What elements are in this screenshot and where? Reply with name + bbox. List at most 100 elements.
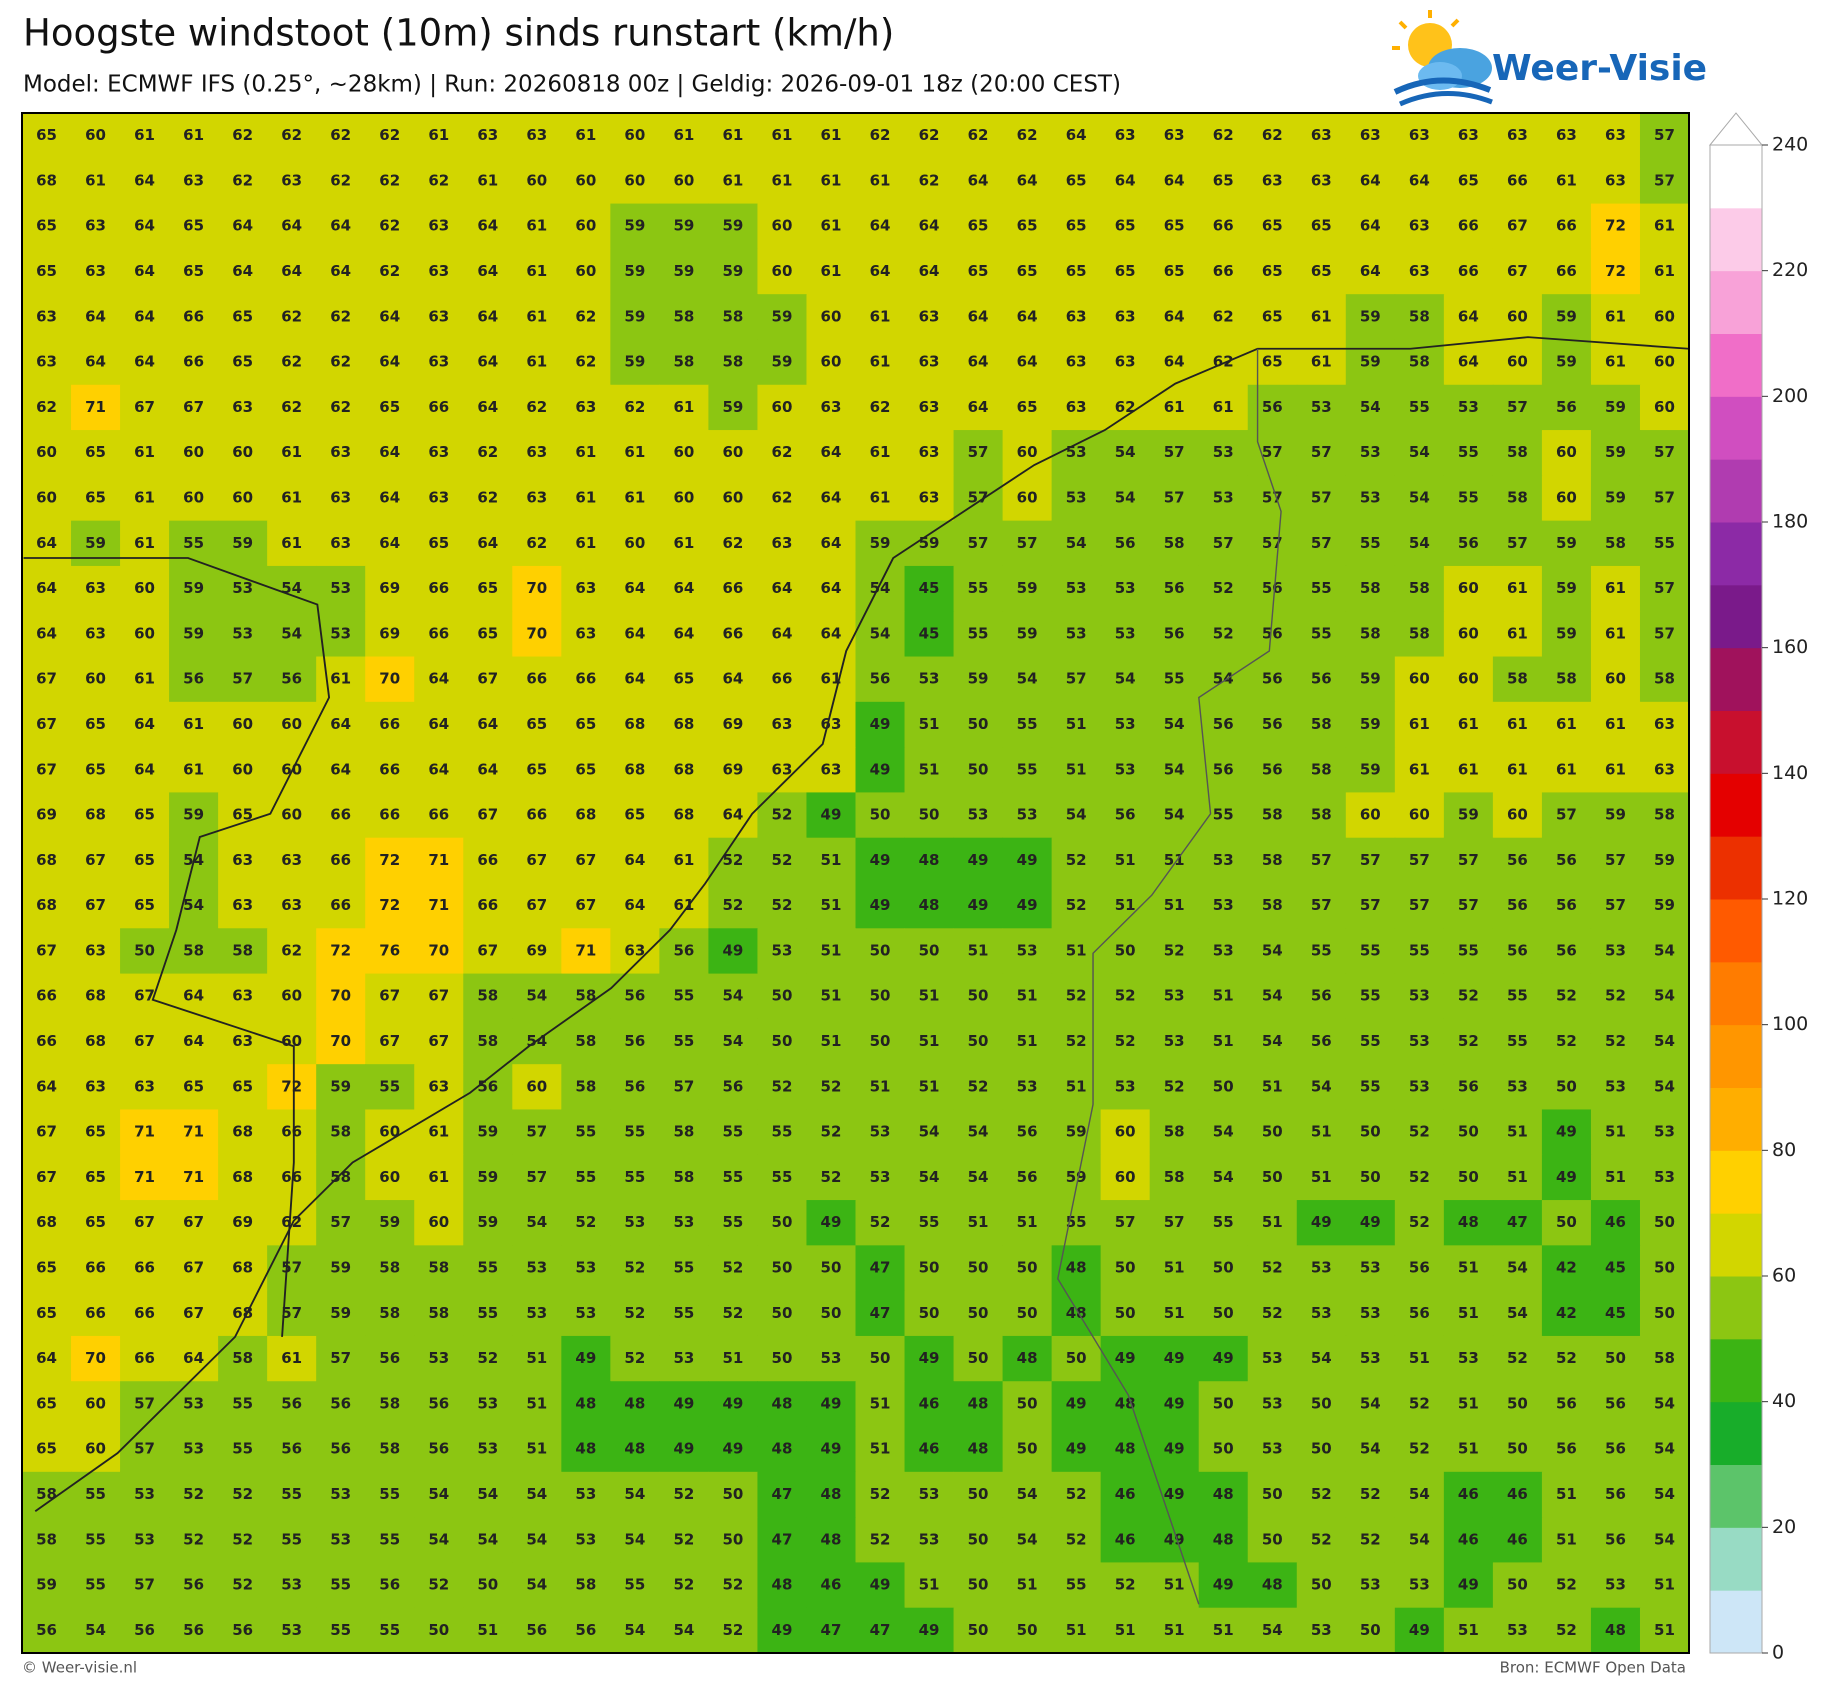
wind-value: 58 [428,1259,449,1277]
wind-value: 50 [1458,1168,1479,1186]
wind-cell [610,656,660,703]
wind-cell [561,158,611,205]
wind-value: 51 [1164,1304,1185,1322]
wind-value: 54 [1360,1440,1381,1458]
wind-cell [120,339,170,386]
wind-value: 72 [281,1077,302,1095]
wind-cell [1639,1471,1690,1518]
wind-value: 50 [968,715,989,733]
wind-value: 42 [1556,1304,1577,1322]
wind-cell [1492,883,1543,929]
wind-cell [953,701,1004,748]
wind-value: 48 [1066,1259,1087,1277]
wind-value: 59 [1066,1123,1087,1141]
wind-cell [561,973,611,1020]
wind-cell [1394,203,1445,250]
wind-value: 50 [1507,1576,1528,1594]
wind-cell [1247,430,1298,476]
wind-cell [512,158,562,205]
wind-cell [1100,973,1151,1020]
wind-cell [1198,928,1249,975]
wind-value: 57 [1507,398,1528,416]
wind-cell [659,973,709,1020]
wind-value: 55 [85,1576,106,1594]
wind-cell [757,294,807,340]
wind-cell [316,1381,366,1428]
wind-value: 70 [526,579,547,597]
wind-value: 51 [1409,1349,1430,1367]
wind-value: 60 [673,489,694,507]
wind-value: 59 [1556,624,1577,642]
wind-value: 53 [1409,1576,1430,1594]
wind-value: 54 [1115,443,1136,461]
colorbar-tick-label: 240 [1772,134,1808,156]
wind-value: 60 [575,217,596,235]
wind-value: 55 [1311,579,1332,597]
wind-cell [659,1154,709,1201]
wind-cell [708,1018,758,1065]
wind-value: 61 [1556,760,1577,778]
wind-value: 52 [232,1576,253,1594]
wind-cell [1639,883,1690,929]
wind-value: 50 [1311,1394,1332,1412]
wind-cell [218,565,268,612]
wind-value: 60 [134,624,155,642]
wind-cell [904,1562,955,1609]
wind-cell [1296,1064,1347,1110]
wind-cell [71,248,121,295]
wind-value: 56 [575,1621,596,1639]
wind-value: 69 [722,715,743,733]
wind-value: 55 [968,579,989,597]
wind-cell [806,565,856,612]
wind-cell [365,1064,415,1110]
wind-cell [512,701,562,748]
wind-cell [806,1426,856,1473]
wind-value: 57 [1605,851,1626,869]
wind-cell [855,158,906,205]
wind-value: 56 [1458,534,1479,552]
wind-value: 63 [526,126,547,144]
wind-value: 45 [1605,1304,1626,1322]
wind-value: 52 [1556,987,1577,1005]
wind-cell [463,203,513,250]
wind-cell [1100,1562,1151,1609]
wind-value: 63 [1066,353,1087,371]
wind-value: 50 [772,987,793,1005]
wind-cell [1100,1607,1151,1654]
wind-cell [414,339,464,386]
wind-value: 54 [1164,715,1185,733]
wind-cell [1394,1607,1445,1654]
wind-value: 63 [1605,171,1626,189]
wind-value: 60 [1507,307,1528,325]
wind-value: 64 [183,1032,204,1050]
wind-cell [22,701,72,748]
wind-cell [708,1109,758,1156]
wind-value: 60 [1654,398,1675,416]
wind-cell [855,1517,906,1563]
wind-value: 54 [1066,806,1087,824]
wind-value: 63 [183,171,204,189]
wind-value: 61 [1409,715,1430,733]
wind-cell [267,203,317,250]
wind-value: 69 [722,760,743,778]
wind-value: 53 [1360,443,1381,461]
wind-cell [904,1381,955,1428]
wind-value: 64 [821,534,842,552]
wind-value: 56 [330,1440,351,1458]
wind-value: 51 [1262,1213,1283,1231]
wind-cell [708,611,758,658]
wind-value: 56 [1262,398,1283,416]
wind-value: 57 [134,1394,155,1412]
wind-value: 63 [428,353,449,371]
wind-cell [1541,565,1592,612]
wind-cell [904,611,955,658]
wind-cell [1247,203,1298,250]
wind-cell [1541,928,1592,975]
wind-value: 58 [673,307,694,325]
wind-value: 50 [1311,1440,1332,1458]
wind-cell [120,158,170,205]
wind-value: 63 [772,715,793,733]
wind-cell [1639,203,1690,250]
wind-value: 60 [379,1123,400,1141]
wind-cell [1051,1200,1102,1246]
